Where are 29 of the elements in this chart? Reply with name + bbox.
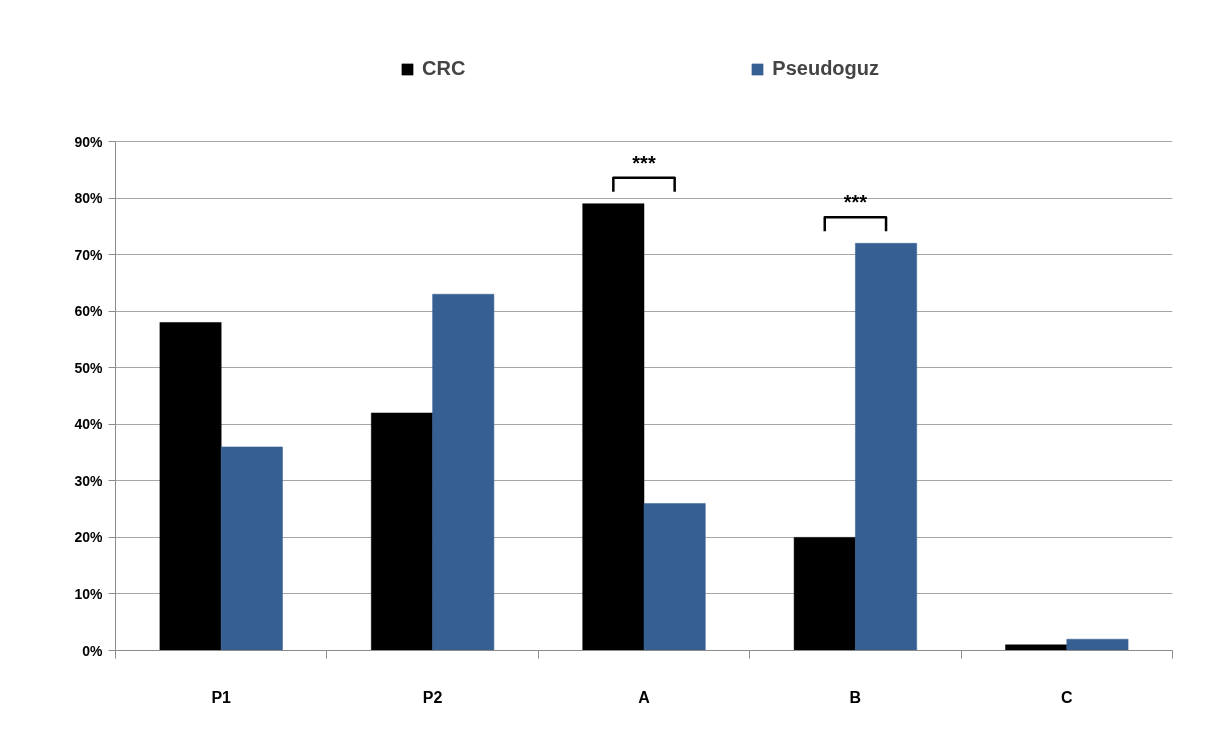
x-tick-label: C bbox=[1061, 688, 1074, 706]
y-tick-label: 70% bbox=[74, 246, 104, 263]
y-tick-label: 50% bbox=[74, 359, 104, 376]
bar bbox=[371, 412, 433, 651]
bar bbox=[159, 322, 222, 651]
y-tick-label: 40% bbox=[74, 416, 104, 433]
annotation: *** bbox=[843, 191, 868, 214]
legend-label: Pseudoguz bbox=[772, 57, 880, 80]
y-tick-label: 10% bbox=[74, 585, 104, 602]
bar bbox=[432, 293, 495, 651]
annotation: *** bbox=[632, 151, 656, 174]
y-tick-label: 0% bbox=[82, 642, 104, 659]
legend-label: CRC bbox=[422, 57, 466, 80]
bar bbox=[855, 243, 917, 651]
bar bbox=[582, 203, 645, 651]
x-tick-label: A bbox=[638, 688, 651, 706]
x-tick-label: B bbox=[849, 688, 862, 706]
bar bbox=[1005, 644, 1068, 651]
x-tick-label: P1 bbox=[211, 688, 232, 706]
y-tick-label: 20% bbox=[74, 529, 104, 546]
bar bbox=[220, 446, 283, 651]
y-tick-label: 90% bbox=[74, 133, 104, 150]
x-tick-label: P2 bbox=[422, 688, 443, 706]
y-tick-label: 60% bbox=[74, 303, 104, 320]
y-tick-label: 80% bbox=[74, 190, 104, 207]
bar bbox=[643, 503, 706, 651]
bar bbox=[793, 537, 856, 651]
y-tick-label: 30% bbox=[74, 472, 104, 489]
bar bbox=[1066, 638, 1129, 651]
